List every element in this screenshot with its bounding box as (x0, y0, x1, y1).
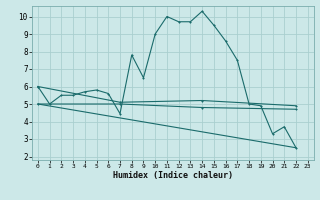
X-axis label: Humidex (Indice chaleur): Humidex (Indice chaleur) (113, 171, 233, 180)
